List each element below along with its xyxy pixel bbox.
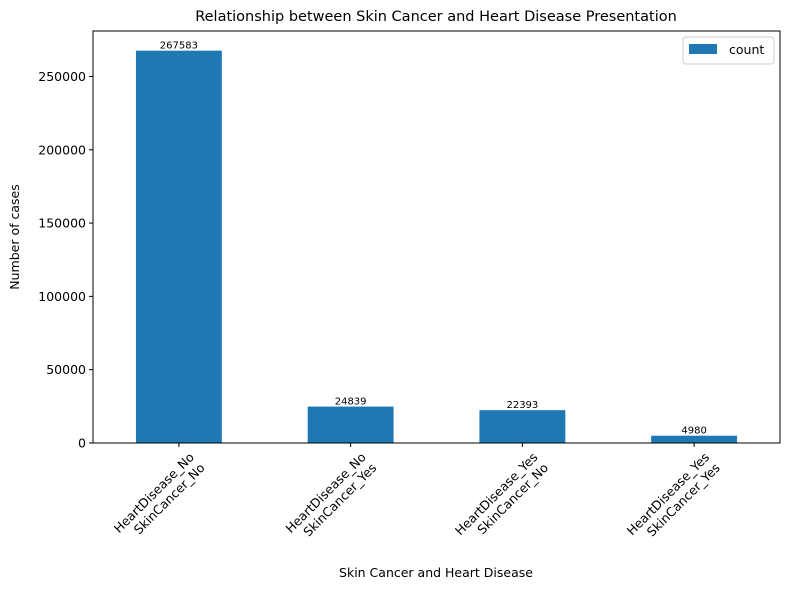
chart-title: Relationship between Skin Cancer and Hea… — [195, 9, 677, 25]
x-tick-label: HeartDisease_YesSkinCancer_Yes — [624, 450, 723, 549]
y-tick-label: 200000 — [38, 142, 86, 157]
legend-entry: count — [729, 42, 764, 57]
y-tick-label: 150000 — [38, 216, 86, 231]
y-tick-label: 50000 — [46, 362, 86, 377]
bar-value-label: 4980 — [681, 426, 706, 437]
bar-value-labels: 267583 24839 22393 4980 — [160, 41, 707, 437]
x-tick-label: HeartDisease_NoSkinCancer_No — [111, 450, 208, 547]
plot-frame — [92, 30, 781, 444]
y-tick-label: 0 — [78, 436, 86, 451]
bar-value-label: 24839 — [335, 397, 367, 408]
bar-value-label: 267583 — [160, 41, 198, 52]
y-tick-label: 250000 — [38, 69, 86, 84]
x-axis-label: Skin Cancer and Heart Disease — [339, 565, 533, 580]
bar-value-label: 22393 — [506, 400, 538, 411]
x-axis: HeartDisease_NoSkinCancer_No HeartDisease… — [111, 443, 723, 549]
x-tick-label: HeartDisease_YesSkinCancer_No — [452, 450, 551, 549]
x-tick-label: HeartDisease_NoSkinCancer_Yes — [282, 450, 379, 547]
bar — [307, 406, 394, 443]
y-tick-label: 100000 — [38, 289, 86, 304]
y-axis: 0 50000 100000 150000 200000 250000 — [38, 69, 93, 451]
legend: count — [682, 36, 775, 65]
bars-group — [135, 50, 738, 444]
bar — [651, 435, 738, 443]
y-axis-label: Number of cases — [7, 184, 22, 289]
bar — [135, 50, 222, 444]
legend-swatch — [689, 44, 717, 54]
legend-frame — [682, 36, 775, 65]
bar — [479, 410, 566, 443]
